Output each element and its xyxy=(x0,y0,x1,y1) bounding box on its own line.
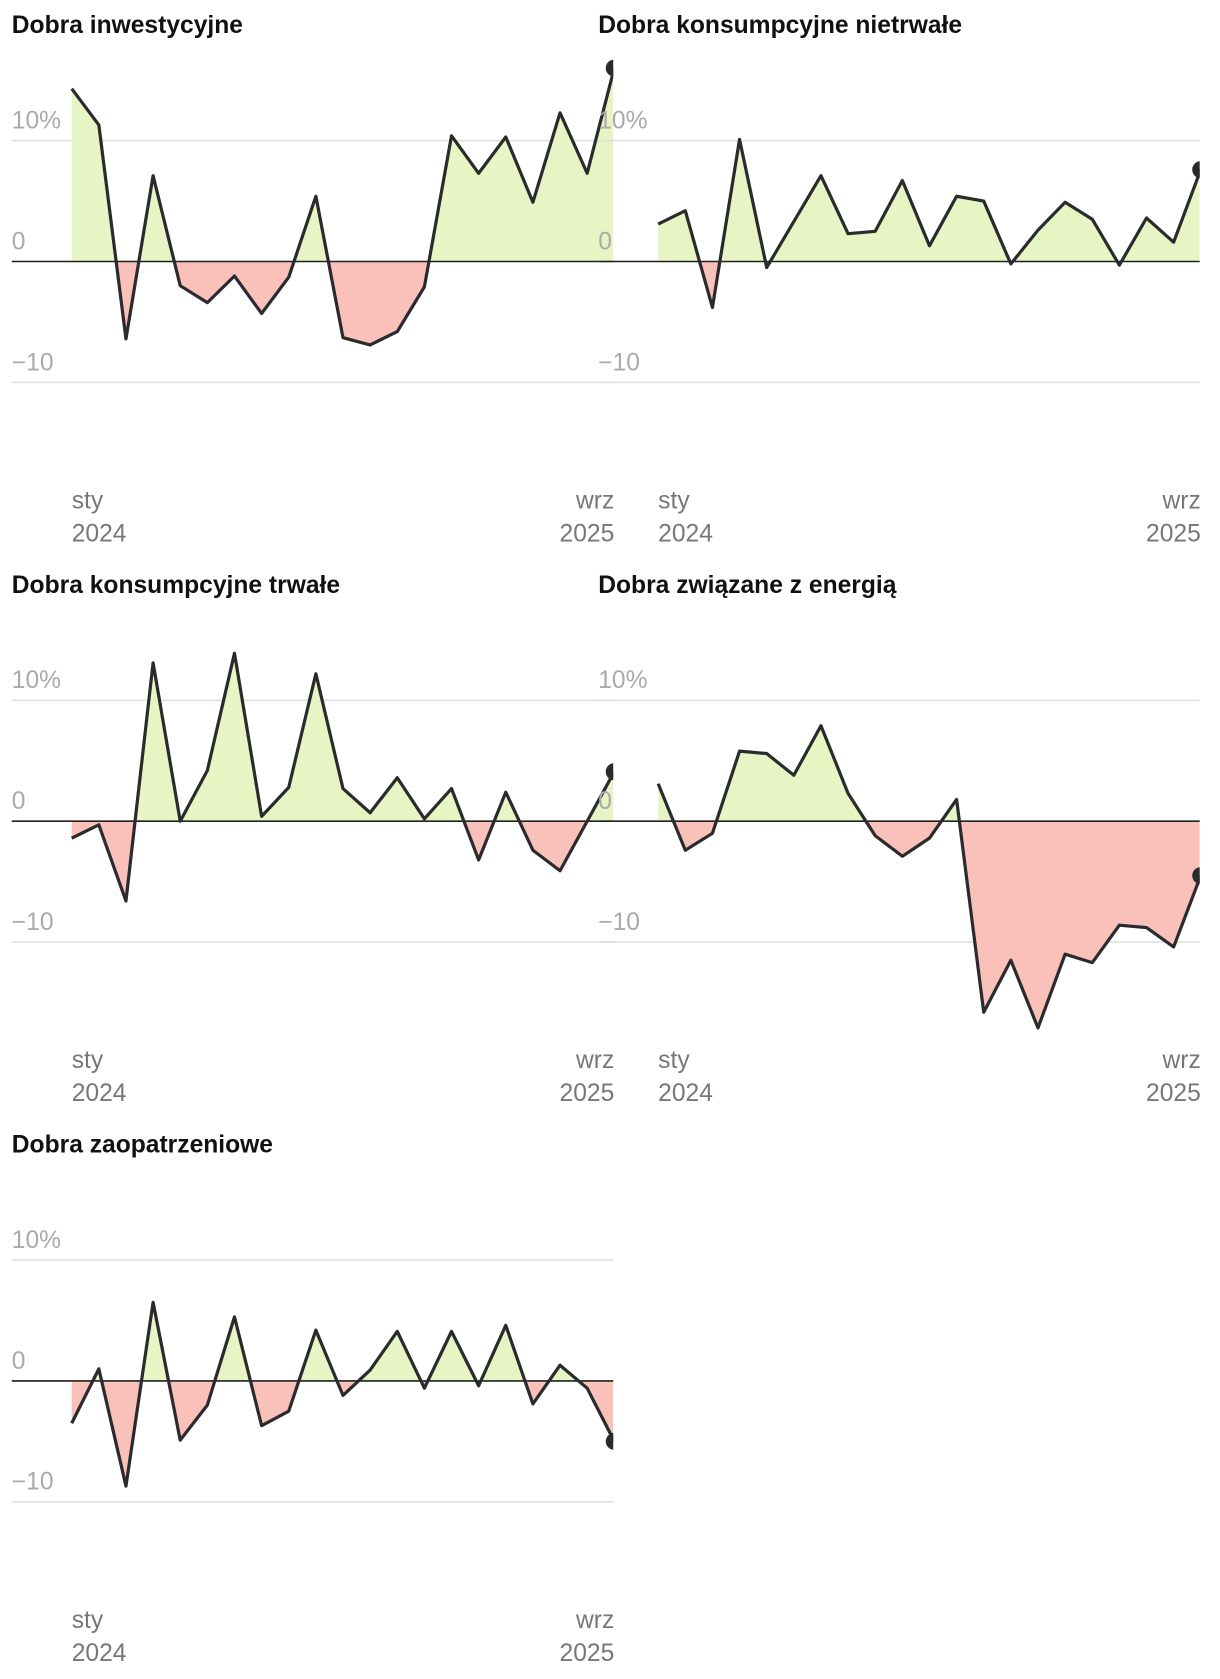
line xyxy=(70,67,614,347)
y-tick-label: −10 xyxy=(11,1467,54,1496)
x-tick-label: sty 2024 xyxy=(658,485,713,547)
y-tick-label: 0 xyxy=(11,1346,26,1375)
x-tick-label: sty 2024 xyxy=(71,1605,127,1667)
chart xyxy=(598,699,1200,1030)
x-tick-label: sty 2024 xyxy=(71,485,127,547)
x-tick-label: wrz 2025 xyxy=(559,485,615,547)
positive-area xyxy=(135,653,614,822)
x-tick-label: wrz 2025 xyxy=(559,1045,615,1107)
chart-panel: Dobra inwestycyjne −10 0 10% sty 2024 wrz 202… xyxy=(0,0,615,560)
negative-area xyxy=(71,261,614,345)
x-tick-label: wrz 2025 xyxy=(1146,485,1201,547)
y-tick-label: 0 xyxy=(598,786,612,815)
positive-area xyxy=(71,72,614,262)
y-tick-label: 10% xyxy=(598,666,648,694)
end-dot xyxy=(605,1432,614,1450)
y-tick-label: 0 xyxy=(11,227,26,256)
y-tick-label: 0 xyxy=(11,786,26,815)
end-dot xyxy=(1192,161,1200,179)
negative-area xyxy=(71,821,614,901)
end-dot xyxy=(605,763,614,781)
x-tick-label: wrz 2025 xyxy=(1146,1045,1201,1107)
end-dot xyxy=(1192,867,1200,885)
chart-title: Dobra zaopatrzeniowe xyxy=(11,1130,274,1158)
x-tick-label: sty 2024 xyxy=(658,1045,713,1107)
positive-area xyxy=(92,1302,579,1381)
chart xyxy=(11,1259,614,1503)
chart-title: Dobra związane z energią xyxy=(598,570,897,599)
chart xyxy=(11,59,614,384)
chart-panel: Dobra zaopatrzeniowe −10 0 10% sty 2024 wrz 2… xyxy=(0,1119,615,1679)
line xyxy=(70,1300,614,1488)
chart-title: Dobra konsumpcyjne nietrwałe xyxy=(598,10,963,39)
y-tick-label: −10 xyxy=(11,348,54,376)
line xyxy=(656,724,1200,1030)
chart-title: Dobra inwestycyjne xyxy=(11,10,243,39)
positive-area xyxy=(658,139,1200,262)
y-tick-label: 0 xyxy=(598,227,612,256)
line xyxy=(70,651,614,903)
negative-area xyxy=(658,821,1200,1028)
chart xyxy=(598,137,1200,384)
chart-panel: Dobra konsumpcyjne trwałe −10 0 10% sty 2024… xyxy=(0,560,615,1120)
chart xyxy=(11,651,614,943)
chart-panel: Dobra konsumpcyjne nietrwałe −10 0 10% sty 2… xyxy=(586,0,1201,560)
y-tick-label: 10% xyxy=(11,666,62,694)
y-tick-label: −10 xyxy=(11,907,54,936)
y-tick-label: −10 xyxy=(598,907,640,936)
chart-title: Dobra konsumpcyjne trwałe xyxy=(11,570,341,599)
x-tick-label: sty 2024 xyxy=(71,1045,127,1107)
line xyxy=(657,137,1200,310)
positive-area xyxy=(658,725,960,822)
x-tick-label: wrz 2025 xyxy=(559,1605,615,1667)
y-tick-label: 10% xyxy=(598,106,648,135)
y-tick-label: −10 xyxy=(598,348,640,376)
chart-panel: Dobra związane z energią −10 0 10% sty 2024 w… xyxy=(586,560,1201,1120)
y-tick-label: 10% xyxy=(11,1225,62,1254)
end-dot xyxy=(605,59,614,77)
y-tick-label: 10% xyxy=(11,106,62,135)
